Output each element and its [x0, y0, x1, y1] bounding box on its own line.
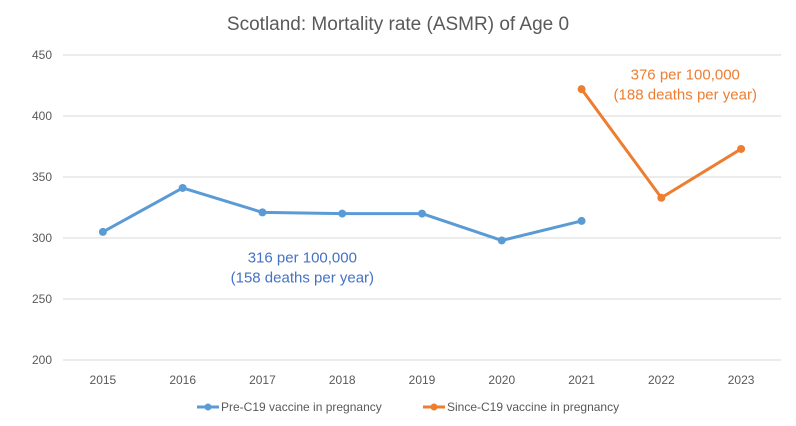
y-tick-label: 300	[32, 231, 52, 245]
series-2	[577, 85, 746, 202]
series-1	[98, 183, 586, 245]
x-tick-label: 2016	[169, 373, 196, 387]
legend-item: Pre-C19 vaccine in pregnancy	[197, 400, 382, 414]
gridlines	[63, 54, 781, 361]
annotation-text: (158 deaths per year)	[231, 269, 374, 286]
y-tick-label: 250	[32, 292, 52, 306]
data-point	[178, 183, 187, 192]
series-group	[98, 85, 746, 245]
x-tick-label: 2018	[329, 373, 356, 387]
annotation-text: 316 per 100,000	[248, 249, 357, 266]
x-tick-label: 2020	[488, 373, 515, 387]
data-point	[577, 85, 586, 94]
data-point	[338, 209, 347, 218]
chart-title: Scotland: Mortality rate (ASMR) of Age 0	[227, 14, 569, 35]
y-tick-label: 350	[32, 170, 52, 184]
x-tick-label: 2017	[249, 373, 276, 387]
y-tick-label: 400	[32, 109, 52, 123]
data-point	[577, 216, 586, 225]
x-tick-label: 2019	[409, 373, 436, 387]
x-tick-label: 2015	[90, 373, 117, 387]
x-tick-label: 2021	[568, 373, 595, 387]
data-point	[737, 144, 746, 153]
legend-swatch-marker	[430, 403, 438, 411]
y-tick-label: 200	[32, 353, 52, 367]
legend-label: Since-C19 vaccine in pregnancy	[447, 400, 619, 414]
legend-label: Pre-C19 vaccine in pregnancy	[221, 400, 382, 414]
y-tick-label: 450	[32, 48, 52, 62]
x-axis-ticks: 2015 2016 2017 2018 2019 2020 2021 2022 2023	[90, 373, 755, 387]
data-point	[657, 193, 666, 202]
data-point	[98, 227, 107, 236]
data-point	[418, 209, 426, 218]
x-tick-label: 2022	[648, 373, 675, 387]
legend-swatch-marker	[204, 403, 212, 411]
annotation-text: 376 per 100,000	[631, 66, 740, 83]
data-point	[258, 208, 267, 217]
y-axis-ticks: 200 250 300 350 400 450	[32, 48, 52, 367]
x-tick-label: 2023	[728, 373, 755, 387]
series-line	[580, 88, 742, 200]
annotation-text: (188 deaths per year)	[614, 86, 757, 103]
annotations: 316 per 100,000 (158 deaths per year) 376 …	[231, 66, 757, 286]
data-point	[497, 236, 506, 245]
legend-item: Since-C19 vaccine in pregnancy	[423, 400, 619, 414]
legend: Pre-C19 vaccine in pregnancy Since-C19 va…	[197, 400, 619, 414]
